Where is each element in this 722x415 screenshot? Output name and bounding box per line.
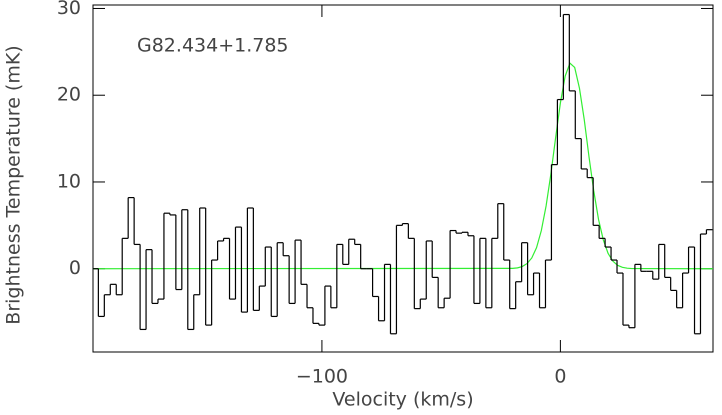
plot-frame	[92, 4, 714, 353]
x-tick-label: 0	[554, 366, 566, 388]
annotation: G82.434+1.785	[137, 35, 289, 57]
fit-line	[92, 62, 714, 270]
step-connectors	[97, 14, 708, 334]
x-tick-label: −100	[296, 366, 348, 388]
y-tick-label: 30	[57, 0, 81, 19]
y-axis-label: Brightness Temperature (mK)	[3, 45, 25, 324]
y-tick-label: 20	[57, 84, 81, 106]
x-axis-label: Velocity (km/s)	[332, 389, 473, 411]
y-tick-label: 0	[69, 257, 81, 279]
y-tick-label: 10	[57, 170, 81, 192]
